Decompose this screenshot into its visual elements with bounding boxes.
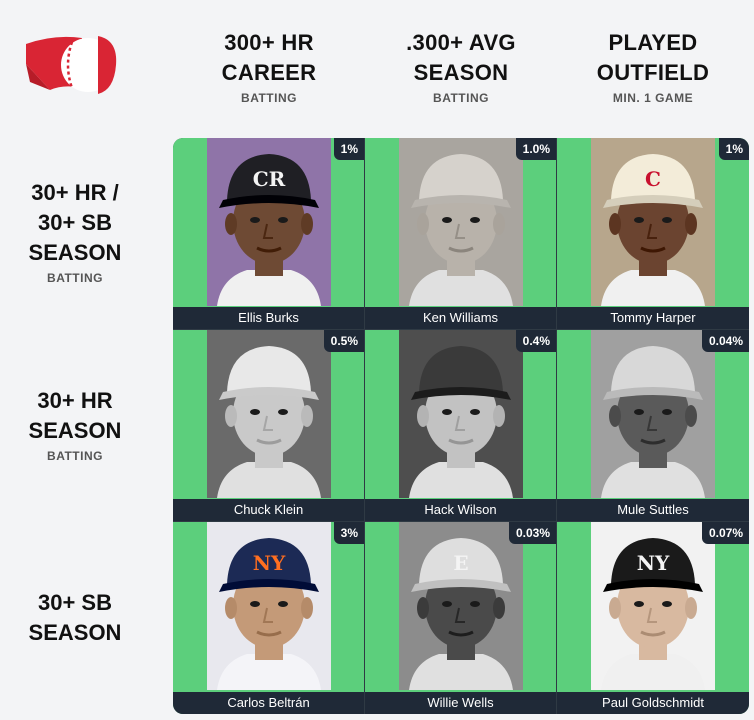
rarity-badge: 0.04%: [701, 330, 749, 352]
row-title-line1: 30+ SB: [38, 590, 112, 615]
player-photo: [591, 330, 715, 498]
player-name: Tommy Harper: [557, 307, 749, 329]
svg-text:C: C: [645, 167, 661, 191]
grid-cell[interactable]: CR 1% Ellis Burks: [173, 138, 365, 330]
grid-cell[interactable]: NY 0.07% Paul Goldschmidt: [557, 522, 749, 714]
player-photo: CR: [207, 138, 331, 306]
grid-cell[interactable]: 0.5% Chuck Klein: [173, 330, 365, 522]
rarity-badge: 3%: [333, 522, 364, 544]
player-photo: [399, 330, 523, 498]
player-photo: NY: [207, 522, 331, 690]
player-name: Mule Suttles: [557, 499, 749, 521]
grid-cell[interactable]: NY 3% Carlos Beltrán: [173, 522, 365, 714]
player-name: Paul Goldschmidt: [557, 692, 749, 714]
grid-cell[interactable]: E 0.03% Willie Wells: [365, 522, 557, 714]
player-name: Hack Wilson: [365, 499, 556, 521]
column-subtitle: BATTING: [433, 91, 489, 105]
grid-cell[interactable]: 0.04% Mule Suttles: [557, 330, 749, 522]
svg-text:NY: NY: [253, 551, 286, 575]
rarity-badge: 0.07%: [701, 522, 749, 544]
row-header-1: 30+ HR / 30+ SB SEASON BATTING: [0, 178, 150, 285]
player-photo: NY: [591, 522, 715, 690]
player-name: Chuck Klein: [173, 499, 364, 521]
column-subtitle: MIN. 1 GAME: [612, 91, 694, 105]
column-title-line2: SEASON: [413, 60, 509, 85]
row-header-3: 30+ SB SEASON: [0, 588, 150, 648]
svg-text:CR: CR: [253, 167, 286, 191]
baseball-flag-logo-icon: [24, 32, 120, 98]
column-header-3: PLAYED OUTFIELD MIN. 1 GAME: [558, 28, 748, 105]
row-title-line2: SEASON: [28, 418, 122, 443]
player-photo: [207, 330, 331, 498]
rarity-badge: 0.03%: [508, 522, 556, 544]
rarity-badge: 0.4%: [515, 330, 556, 352]
row-title-line1: 30+ HR: [37, 388, 113, 413]
column-title-line1: .300+ AVG: [406, 30, 516, 55]
player-name: Willie Wells: [365, 692, 556, 714]
immaculate-grid: CR 1% Ellis Burks 1.0% Ken Williams C 1% Tommy …: [173, 138, 749, 714]
player-photo: C: [591, 138, 715, 306]
row-subtitle: BATTING: [47, 449, 103, 463]
column-header-1: 300+ HR CAREER BATTING: [174, 28, 364, 105]
column-header-2: .300+ AVG SEASON BATTING: [366, 28, 556, 105]
player-name: Ellis Burks: [173, 307, 364, 329]
svg-text:NY: NY: [637, 551, 670, 575]
rarity-badge: 1%: [333, 138, 364, 160]
player-name: Carlos Beltrán: [173, 692, 364, 714]
row-subtitle: BATTING: [47, 271, 103, 285]
row-title-line2: SEASON: [28, 620, 122, 645]
player-photo: [399, 138, 523, 306]
row-header-2: 30+ HR SEASON BATTING: [0, 386, 150, 463]
row-title-line2: 30+ SB: [38, 210, 112, 235]
column-title-line1: PLAYED: [608, 30, 698, 55]
grid-cell[interactable]: 0.4% Hack Wilson: [365, 330, 557, 522]
grid-cell[interactable]: C 1% Tommy Harper: [557, 138, 749, 330]
column-title-line2: OUTFIELD: [596, 60, 710, 85]
rarity-badge: 1.0%: [515, 138, 556, 160]
svg-text:E: E: [453, 551, 468, 575]
column-title-line2: CAREER: [221, 60, 317, 85]
row-title-line3: SEASON: [28, 240, 122, 265]
rarity-badge: 1%: [718, 138, 749, 160]
grid-cell[interactable]: 1.0% Ken Williams: [365, 138, 557, 330]
row-title-line1: 30+ HR /: [31, 180, 119, 205]
rarity-badge: 0.5%: [323, 330, 364, 352]
column-subtitle: BATTING: [241, 91, 297, 105]
column-title-line1: 300+ HR: [224, 30, 314, 55]
player-name: Ken Williams: [365, 307, 556, 329]
player-photo: E: [399, 522, 523, 690]
